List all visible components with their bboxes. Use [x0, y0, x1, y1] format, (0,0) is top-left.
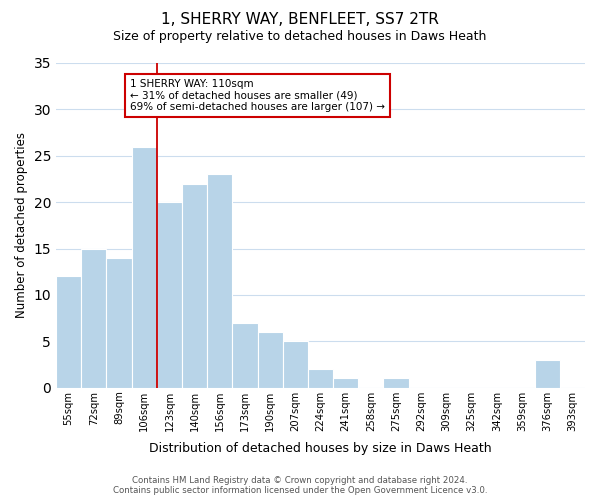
Bar	[207, 174, 232, 388]
Bar	[283, 342, 308, 388]
Bar	[383, 378, 409, 388]
Bar	[131, 146, 157, 388]
Bar	[182, 184, 207, 388]
Text: 1 SHERRY WAY: 110sqm
← 31% of detached houses are smaller (49)
69% of semi-detac: 1 SHERRY WAY: 110sqm ← 31% of detached h…	[130, 79, 385, 112]
X-axis label: Distribution of detached houses by size in Daws Heath: Distribution of detached houses by size …	[149, 442, 492, 455]
Text: Size of property relative to detached houses in Daws Heath: Size of property relative to detached ho…	[113, 30, 487, 43]
Bar	[535, 360, 560, 388]
Bar	[333, 378, 358, 388]
Bar	[157, 202, 182, 388]
Text: Contains HM Land Registry data © Crown copyright and database right 2024.
Contai: Contains HM Land Registry data © Crown c…	[113, 476, 487, 495]
Bar	[56, 276, 81, 388]
Bar	[308, 369, 333, 388]
Bar	[257, 332, 283, 388]
Bar	[106, 258, 131, 388]
Bar	[81, 248, 106, 388]
Text: 1, SHERRY WAY, BENFLEET, SS7 2TR: 1, SHERRY WAY, BENFLEET, SS7 2TR	[161, 12, 439, 28]
Y-axis label: Number of detached properties: Number of detached properties	[15, 132, 28, 318]
Bar	[232, 323, 257, 388]
